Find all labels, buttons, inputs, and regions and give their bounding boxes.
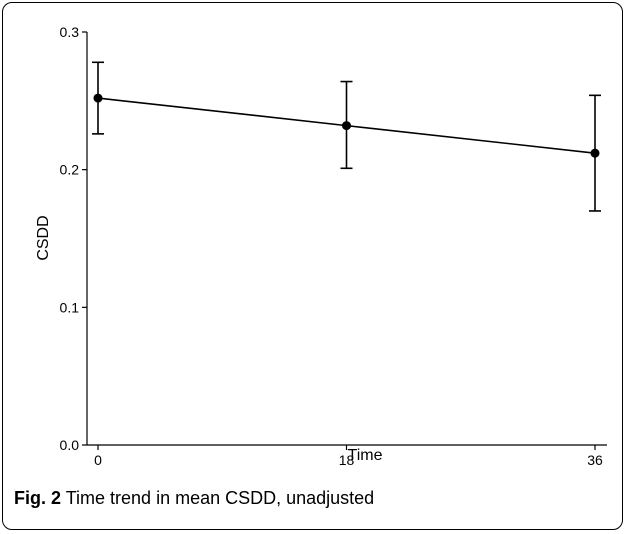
x-tick-label: 18 — [339, 452, 355, 468]
y-tick-label: 0.3 — [60, 24, 80, 40]
data-point — [342, 121, 351, 131]
axes: 0.0 0.1 0.2 0.3 0 18 36 — [60, 24, 607, 468]
figure-label: Fig. 2 — [14, 488, 62, 508]
x-tick-label: 36 — [587, 452, 603, 468]
data-points — [93, 93, 600, 158]
data-point — [590, 148, 600, 158]
error-bars — [92, 61, 601, 212]
figure-frame — [2, 2, 623, 530]
figure-caption: Fig. 2 Time trend in mean CSDD, unadjust… — [14, 488, 374, 509]
y-axis-label: CSDD — [35, 215, 52, 260]
y-tick-label: 0.2 — [60, 162, 80, 178]
y-tick-label: 0.0 — [60, 437, 80, 453]
data-point — [93, 93, 103, 103]
x-axis-label: Time — [348, 447, 383, 464]
figure-caption-text: Time trend in mean CSDD, unadjusted — [65, 488, 375, 508]
y-tick-label: 0.1 — [60, 299, 80, 315]
x-tick-label: 0 — [94, 452, 102, 468]
